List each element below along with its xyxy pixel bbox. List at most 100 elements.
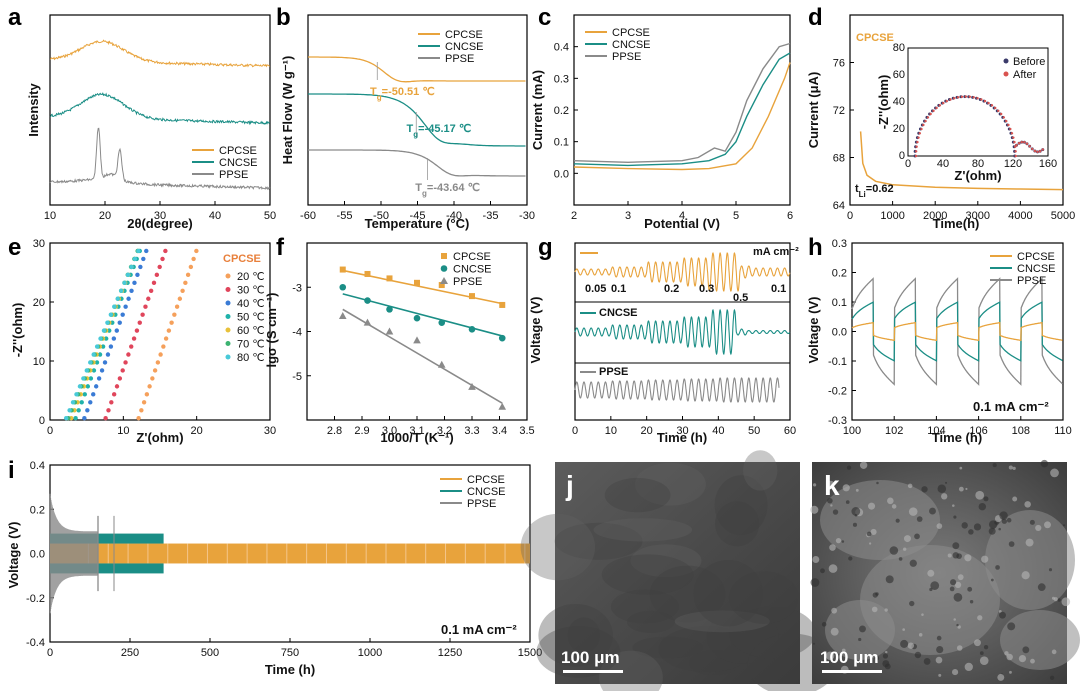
- panel-e-legend-text: 40 ℃: [237, 298, 265, 310]
- panel-d-inset-point-after: [968, 95, 972, 98]
- panel-a-xlabel: 2θ(degree): [127, 216, 193, 231]
- series-CNCSE-point: [498, 334, 506, 342]
- sem-texture-k: [870, 528, 877, 535]
- series-6-point: [88, 360, 93, 365]
- series-2-point: [108, 344, 114, 349]
- panel-d-inset-point-after: [924, 119, 927, 123]
- sem-texture-k: [827, 480, 835, 489]
- panel-c-xtick-label: 6: [787, 210, 793, 222]
- sem-texture-k: [1004, 651, 1009, 656]
- panel-d-inset-point-after: [935, 106, 938, 110]
- panel-d-ytick-label: 72: [833, 105, 845, 117]
- sem-texture-j: [714, 501, 760, 547]
- sem-texture-j: [520, 513, 596, 581]
- series-1-point: [114, 384, 120, 389]
- sem-texture-k: [914, 651, 922, 659]
- series-PPSE-point: [468, 382, 476, 390]
- panel-i-legend-text: CNCSE: [467, 486, 506, 498]
- panel-d-inset-point-after: [1014, 150, 1017, 153]
- panel-d-xtick-label: 4000: [1008, 210, 1032, 222]
- panel-a-xtick-label: 40: [209, 210, 221, 222]
- panel-h-legend-text: PPSE: [1017, 275, 1046, 287]
- series-2-point: [105, 352, 111, 357]
- sem-texture-k: [842, 484, 850, 492]
- series-CPCSE: [851, 321, 1063, 342]
- sem-texture-k: [828, 564, 838, 573]
- panel-c-xtick-label: 5: [733, 210, 739, 222]
- sem-texture-k: [895, 518, 900, 523]
- sem-texture-k: [952, 542, 960, 550]
- series-6-point: [136, 248, 141, 254]
- series-CNCSE-point: [468, 325, 476, 333]
- series-1-point: [106, 408, 111, 413]
- sem-texture-k: [845, 500, 850, 504]
- sem-texture-k: [935, 656, 943, 664]
- panel-b-xtick-label: -40: [446, 210, 462, 222]
- panel-e-legend-swatch: [225, 327, 231, 333]
- sem-texture-k: [997, 673, 1005, 681]
- panel-d-inset-point-after: [956, 96, 960, 99]
- panel-b-xlabel: Temperature (°C): [365, 216, 470, 231]
- series-2-point: [114, 328, 119, 333]
- sem-texture-k: [812, 642, 815, 645]
- panel-h-xtick-label: 106: [969, 425, 987, 437]
- sem-texture-k: [929, 507, 936, 515]
- panel-i-ytick-label: 0.4: [30, 460, 45, 472]
- panel-h-ytick-label: -0.1: [828, 356, 847, 368]
- panel-d-xtick-label: 0: [847, 210, 853, 222]
- series-0-point: [172, 312, 177, 317]
- sem-texture-k: [1048, 568, 1053, 572]
- sem-texture-k: [810, 505, 819, 514]
- series-PPSE: [49, 127, 271, 191]
- sem-texture-k: [929, 587, 933, 592]
- series-CNCSE-point: [386, 306, 393, 313]
- series-3-point: [85, 384, 91, 389]
- series-6-point: [98, 336, 103, 341]
- sem-texture-k: [903, 535, 911, 543]
- panel-f-xtick-label: 3.3: [464, 425, 479, 437]
- sem-texture-j: [626, 610, 675, 633]
- sem-texture-k: [884, 608, 888, 612]
- series-2-point: [93, 384, 99, 389]
- scale-bar-j: [563, 670, 623, 673]
- panel-c-label: c: [538, 4, 551, 31]
- panel-d-title: CPCSE: [856, 32, 894, 44]
- panel-d-inset-xtick-label: 80: [972, 158, 984, 170]
- panel-a-legend-text: CNCSE: [219, 157, 258, 169]
- panel-c-legend-text: CNCSE: [612, 39, 651, 51]
- panel-i-ytick-label: 0.0: [30, 549, 45, 561]
- panel-h-ytick-label: 0.2: [832, 268, 847, 280]
- series-CNCSE: [308, 93, 526, 147]
- sem-texture-k: [965, 487, 968, 491]
- series-3-point: [103, 336, 109, 341]
- series-1-point: [126, 352, 131, 357]
- sem-texture-j: [743, 450, 778, 491]
- scale-bar-label-k: 100 μm: [820, 648, 879, 667]
- series-CPCSE-point: [414, 279, 420, 286]
- sem-texture-k: [936, 523, 943, 529]
- sem-texture-k: [846, 465, 852, 470]
- panel-d-xlabel: Time(h): [933, 216, 980, 231]
- panel-b-xtick-label: -30: [519, 210, 535, 222]
- panel-a-ylabel: Intensity: [26, 83, 41, 137]
- sem-texture-k: [953, 592, 963, 602]
- sem-texture-j: [706, 610, 779, 664]
- sem-texture-k: [1000, 610, 1080, 670]
- panel-d-inset-point-after: [920, 127, 923, 131]
- series-1-point: [140, 312, 145, 317]
- series-0-point: [144, 392, 150, 397]
- sem-texture-j: [601, 554, 694, 595]
- panel-b-xtick-label: -45: [410, 210, 426, 222]
- sem-texture-k: [988, 527, 996, 535]
- panel-d-label: d: [808, 4, 823, 31]
- series-0-point: [136, 416, 141, 421]
- panel-d-inset-xtick-label: 120: [1004, 158, 1022, 170]
- sem-texture-k: [1012, 466, 1016, 471]
- sem-texture-j: [728, 571, 799, 624]
- panel-g: 0 10 20 30 40 50 60 Time (h) Voltage (V) g mA cm⁻²…: [528, 234, 799, 445]
- panel-h-xtick-label: 100: [843, 425, 861, 437]
- sem-texture-k: [918, 633, 923, 637]
- sem-texture-k: [959, 466, 963, 470]
- panel-e-legend-text: 30 ℃: [237, 285, 265, 297]
- panel-i-legend-text: CPCSE: [467, 474, 505, 486]
